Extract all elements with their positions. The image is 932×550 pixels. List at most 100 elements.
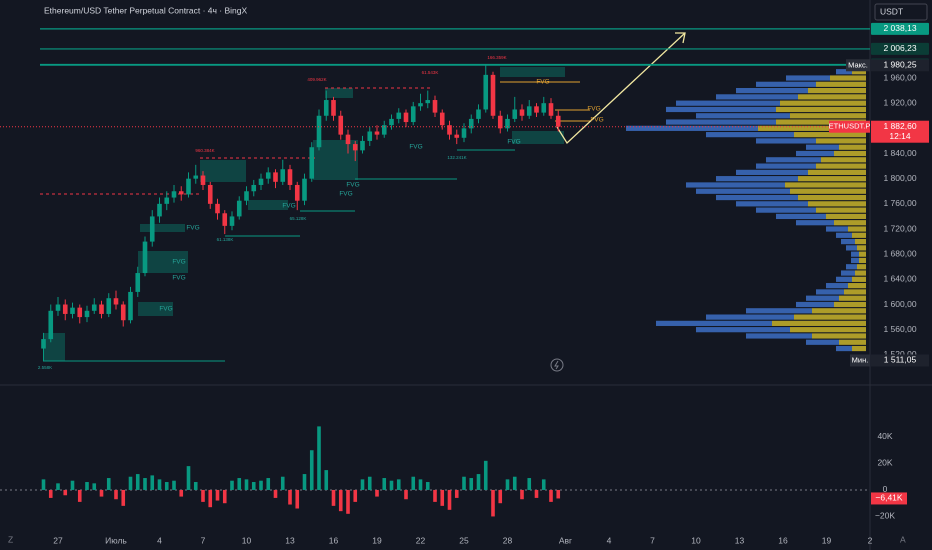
- profile-bar: [855, 270, 866, 276]
- candle-body: [171, 191, 177, 198]
- volume-bar: [179, 489, 184, 497]
- profile-bar: [776, 106, 866, 113]
- min-label: 1 511,05: [884, 355, 917, 365]
- fvg-zone: [138, 251, 188, 273]
- profile-bar: [859, 251, 866, 257]
- volume-bar: [353, 489, 358, 502]
- profile-bar: [794, 132, 866, 138]
- profile-bar: [686, 182, 785, 188]
- profile-bar: [716, 94, 798, 100]
- volume-bar: [476, 474, 481, 490]
- fvg-zone: [140, 224, 185, 232]
- y-tick-label: 20K: [877, 458, 892, 468]
- candle-body: [229, 216, 235, 226]
- volume-bar: [150, 475, 155, 490]
- candle-body: [157, 203, 162, 217]
- candle-body: [418, 103, 423, 107]
- candle-body: [526, 106, 532, 116]
- profile-bar: [806, 339, 839, 345]
- min-tag-bg: [850, 354, 870, 367]
- profile-bar: [816, 289, 844, 295]
- profile-bar: [846, 264, 857, 270]
- min-label-bg: [871, 354, 929, 367]
- currency-button[interactable]: [874, 3, 928, 21]
- volume-note: 2.558K: [38, 365, 52, 370]
- volume-bar: [266, 478, 271, 490]
- profile-bar: [839, 339, 866, 345]
- profile-bar: [756, 207, 816, 213]
- candle-body: [323, 100, 329, 116]
- candle-body: [135, 273, 141, 292]
- candle-body: [200, 175, 206, 185]
- volume-bar: [77, 489, 82, 502]
- profile-bar: [852, 69, 866, 75]
- profile-bar: [796, 150, 834, 157]
- timezone-icon[interactable]: Z: [8, 534, 13, 544]
- y-tick-label: 1 840,00: [883, 148, 916, 158]
- volume-bar: [534, 489, 539, 498]
- volume-bar: [244, 479, 249, 490]
- volume-bar: [411, 476, 416, 490]
- profile-bar: [758, 125, 866, 131]
- candle-body: [265, 172, 271, 179]
- fvg-label: FVG: [339, 191, 352, 198]
- profile-bar: [836, 345, 852, 352]
- countdown: 12:14: [889, 131, 911, 141]
- volume-bar: [367, 476, 372, 490]
- candle-body: [215, 203, 220, 214]
- candle-body: [483, 74, 489, 110]
- currency[interactable]: USDT: [880, 6, 903, 16]
- profile-bar: [808, 87, 866, 94]
- profile-bar: [736, 169, 808, 175]
- candle-body: [142, 241, 148, 274]
- price-tag-label: 2 006,23: [883, 43, 916, 53]
- volume-bar: [331, 489, 336, 506]
- y-tick-label: −20K: [875, 511, 895, 521]
- profile-bar: [656, 320, 772, 326]
- replay-icon[interactable]: [550, 358, 564, 372]
- x-tick-label: 4: [157, 535, 162, 545]
- price-tag-label: 2 038,13: [883, 23, 916, 33]
- candle-body: [128, 291, 133, 321]
- candle-body: [309, 147, 315, 179]
- profile-bar: [676, 100, 780, 106]
- candle-body: [432, 100, 438, 113]
- candle-body: [512, 109, 518, 119]
- volume-bar: [251, 482, 256, 490]
- profile-bar: [796, 220, 834, 226]
- y-tick-label: 1 760,00: [883, 198, 916, 208]
- x-tick-label: 16: [778, 535, 788, 545]
- candle-body: [476, 109, 481, 119]
- candle-body: [113, 298, 119, 305]
- max-tag-bg: [846, 59, 870, 72]
- auto-scale[interactable]: A: [900, 534, 906, 544]
- profile-bar: [836, 69, 852, 75]
- volume-bar: [317, 426, 321, 490]
- candle-body: [555, 115, 561, 127]
- profile-bar: [666, 106, 776, 113]
- volume-bar: [143, 478, 147, 490]
- profile-bar: [790, 113, 866, 119]
- candle-body: [193, 175, 199, 179]
- volume-bar: [527, 478, 532, 490]
- profile-bar: [839, 295, 866, 301]
- candle-body: [425, 100, 431, 104]
- fvg-zone: [248, 200, 288, 210]
- candle-body: [403, 112, 409, 123]
- profile-bar: [834, 220, 866, 226]
- fvg-label: FVG: [507, 139, 520, 146]
- candle-body: [120, 304, 126, 321]
- profile-bar: [666, 119, 776, 125]
- fvg-zone: [512, 131, 564, 144]
- profile-bar: [736, 87, 808, 94]
- candle-body: [534, 106, 539, 113]
- volume-bar: [48, 489, 53, 498]
- profile-bar: [839, 144, 866, 150]
- volume-bar: [512, 476, 517, 490]
- candle-body: [468, 118, 474, 129]
- candle-body: [490, 74, 496, 116]
- candle-body: [251, 184, 257, 192]
- min-tag: Мин.: [852, 355, 869, 364]
